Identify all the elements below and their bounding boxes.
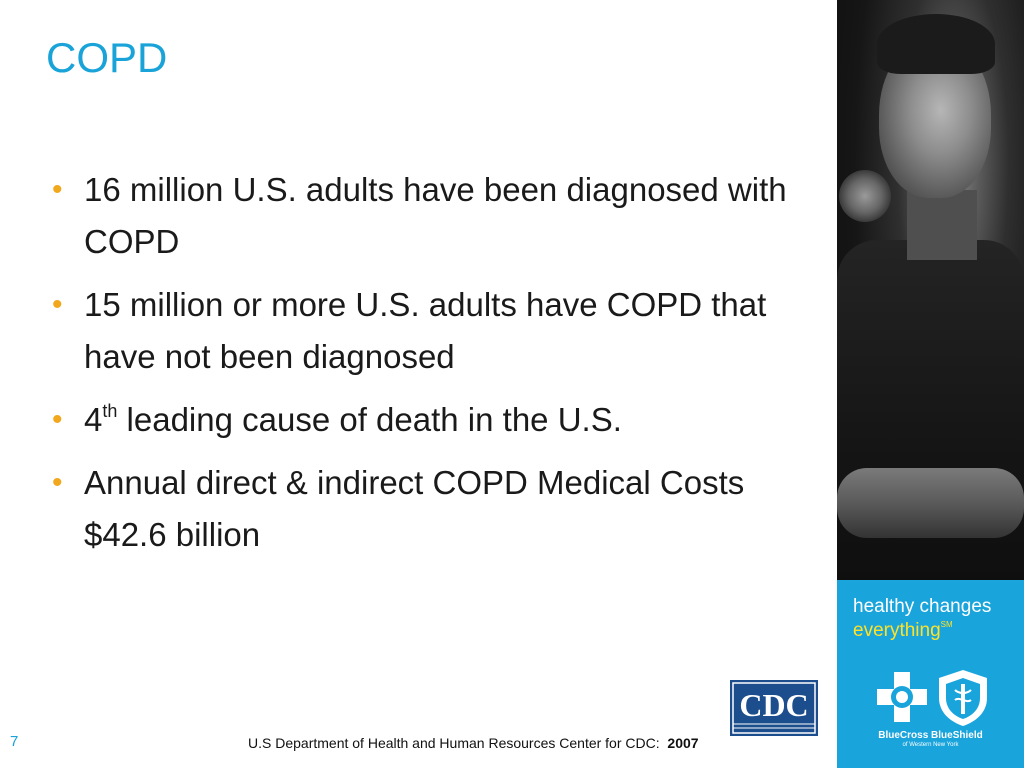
brand-tagline-line1: healthy changes — [853, 596, 992, 617]
bullet-number: 4 — [84, 401, 103, 438]
bluecross-icon — [877, 672, 927, 722]
bullet-superscript: th — [102, 401, 118, 421]
bullet-marker: • — [52, 173, 63, 206]
bullet-marker: • — [52, 403, 63, 436]
service-mark: SM — [940, 620, 953, 629]
cdc-logo-text: CDC — [739, 687, 808, 723]
page-number: 7 — [10, 733, 19, 750]
photo-crossed-arms — [837, 468, 1024, 538]
background-wheel — [839, 170, 891, 222]
bullet-item: • 16 million U.S. adults have been diagn… — [52, 164, 832, 268]
blueshield-icon — [939, 670, 987, 726]
source-citation: U.S Department of Health and Human Resou… — [248, 735, 699, 751]
source-text: U.S Department of Health and Human Resou… — [248, 735, 660, 751]
brand-region: of Western New York — [902, 742, 959, 748]
brand-company-name: BlueCross BlueShield — [878, 730, 983, 741]
slide-title: COPD — [46, 34, 168, 81]
bullet-item: • 15 million or more U.S. adults have CO… — [52, 279, 832, 383]
man-portrait-photo — [837, 0, 1024, 580]
photo-neck — [907, 190, 977, 260]
bullet-item: • Annual direct & indirect COPD Medical … — [52, 457, 832, 561]
bullet-marker: • — [52, 288, 63, 321]
cdc-logo: CDC — [730, 680, 818, 736]
bullet-marker: • — [52, 466, 63, 499]
bullet-list: • 16 million U.S. adults have been diagn… — [52, 164, 832, 572]
bullet-text: 16 million U.S. adults have been diagnos… — [84, 171, 787, 260]
source-year: 2007 — [667, 735, 699, 751]
photo-hair — [877, 14, 995, 74]
brand-panel: healthy changes everythingSM BlueCross B… — [837, 580, 1024, 768]
bullet-item: • 4th leading cause of death in the U.S. — [52, 394, 832, 446]
bullet-text: Annual direct & indirect COPD Medical Co… — [84, 464, 745, 553]
bullet-text: 15 million or more U.S. adults have COPD… — [84, 286, 767, 375]
brand-tagline-line2: everythingSM — [853, 620, 953, 642]
bullet-text: leading cause of death in the U.S. — [117, 401, 622, 438]
brand-tagline-word: everything — [853, 620, 941, 641]
